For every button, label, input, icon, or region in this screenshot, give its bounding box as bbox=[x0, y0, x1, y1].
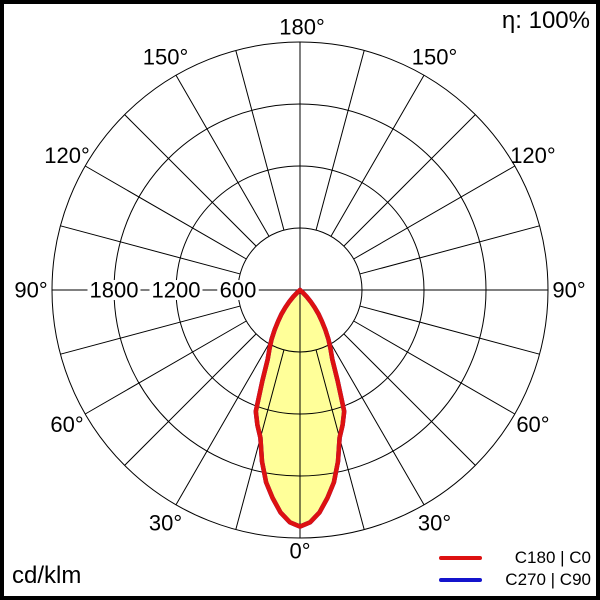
angle-tick-label: 120° bbox=[510, 143, 556, 168]
legend: C180 | C0 C270 | C90 bbox=[439, 547, 591, 591]
ring-label-mask bbox=[149, 280, 203, 300]
legend-blue-line-icon bbox=[439, 578, 482, 582]
legend-item-c180-c0: C180 | C0 bbox=[439, 547, 591, 569]
ring-label-mask bbox=[87, 280, 141, 300]
unit-label: cd/klm bbox=[12, 562, 82, 589]
ring-label-mask bbox=[217, 280, 259, 300]
angle-tick-label: 150° bbox=[143, 45, 189, 70]
legend-label-c180-c0: C180 | C0 bbox=[514, 548, 591, 567]
angle-tick-label: 60° bbox=[50, 412, 83, 437]
angle-tick-label: 0° bbox=[289, 539, 310, 564]
angle-tick-label: 60° bbox=[516, 412, 549, 437]
ring-tick-label: 1800 bbox=[90, 278, 139, 303]
ring-tick-label: 600 bbox=[220, 278, 257, 303]
angle-tick-label: 30° bbox=[149, 510, 182, 535]
legend-label-c270-c90: C270 | C90 bbox=[505, 570, 591, 589]
polar-grid bbox=[51, 41, 549, 539]
efficiency-label: η: 100% bbox=[501, 7, 590, 34]
angle-tick-label: 180° bbox=[279, 15, 325, 40]
legend-item-c270-c90: C270 | C90 bbox=[439, 569, 591, 591]
angle-tick-label: 90° bbox=[552, 278, 585, 303]
intensity-curve-c180-c0 bbox=[253, 287, 347, 529]
angle-tick-label: 90° bbox=[14, 278, 47, 303]
angle-tick-label: 150° bbox=[412, 45, 458, 70]
legend-red-line-icon bbox=[439, 556, 482, 560]
angle-tick-label: 30° bbox=[418, 510, 451, 535]
ring-tick-label: 1200 bbox=[152, 278, 201, 303]
angle-tick-label: 120° bbox=[44, 143, 90, 168]
